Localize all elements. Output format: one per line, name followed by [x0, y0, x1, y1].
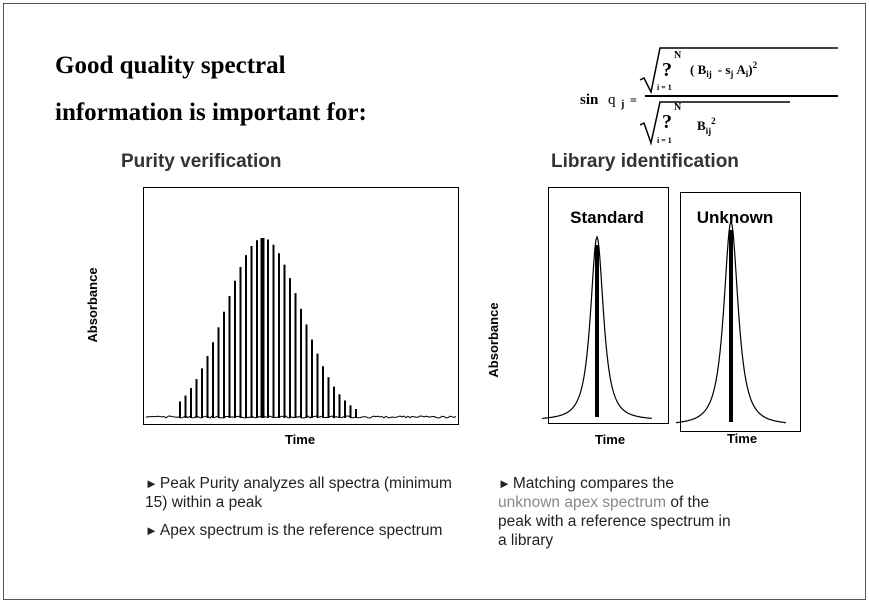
unknown-label: Unknown	[697, 208, 774, 227]
bullet-highlight: unknown apex spectrum	[498, 494, 666, 511]
formula-text: q	[608, 92, 616, 108]
formula-text: ?	[662, 59, 672, 81]
formula-text: 2	[711, 116, 716, 126]
formula-text: j	[620, 99, 624, 110]
formula-text: sin	[580, 92, 599, 108]
x-axis-label: Time	[595, 432, 625, 447]
slide: sin q j = ? N i = 1 ( Bij - sj Ai)2 ? N i …	[0, 0, 869, 603]
bullet-text: Matching compares the	[513, 475, 674, 492]
y-axis-label: Absorbance	[85, 267, 100, 342]
formula-text: N	[674, 50, 682, 61]
bullet: ► Peak Purity analyzes all spectra (minim…	[145, 474, 475, 512]
library-peaks	[542, 222, 786, 423]
title: Good quality spectral	[55, 52, 286, 80]
y-axis-label: Absorbance	[486, 302, 501, 377]
formula-text: ?	[662, 111, 672, 133]
x-axis-label: Time	[285, 432, 315, 447]
heading: Library identification	[551, 151, 739, 173]
formula-text: =	[630, 93, 637, 107]
formula-text: - s	[718, 62, 731, 77]
bullet: ► Apex spectrum is the reference spectrum	[145, 521, 485, 540]
bullet: ► Matching compares the unknown apex spec…	[498, 474, 733, 550]
heading: Purity verification	[121, 151, 282, 173]
formula: sin q j = ? N i = 1 ( Bij - sj Ai)2 ? N i …	[580, 48, 838, 145]
formula-text: ij	[706, 69, 712, 79]
formula-text: 2	[753, 60, 758, 70]
formula-text: ( B	[690, 62, 707, 77]
bullet-text: Apex spectrum is the reference spectrum	[160, 522, 443, 539]
formula-text: Bij2	[697, 116, 716, 136]
purity-peak	[146, 238, 456, 418]
title: information is important for:	[55, 99, 367, 127]
formula-text: i = 1	[657, 136, 672, 145]
formula-text: N	[674, 102, 682, 113]
standard-label: Standard	[570, 208, 644, 227]
formula-text: ij	[706, 126, 712, 136]
slide-graphics: sin q j = ? N i = 1 ( Bij - sj Ai)2 ? N i …	[0, 0, 869, 603]
formula-text: j	[729, 69, 733, 79]
unknown-frame	[681, 193, 801, 432]
formula-text: ( Bij - sj Ai)2	[690, 60, 758, 79]
formula-text: i = 1	[657, 83, 672, 92]
bullet-text: Peak Purity analyzes all spectra (minimu…	[145, 475, 452, 511]
formula-text: B	[697, 118, 706, 133]
x-axis-label: Time	[727, 431, 757, 446]
